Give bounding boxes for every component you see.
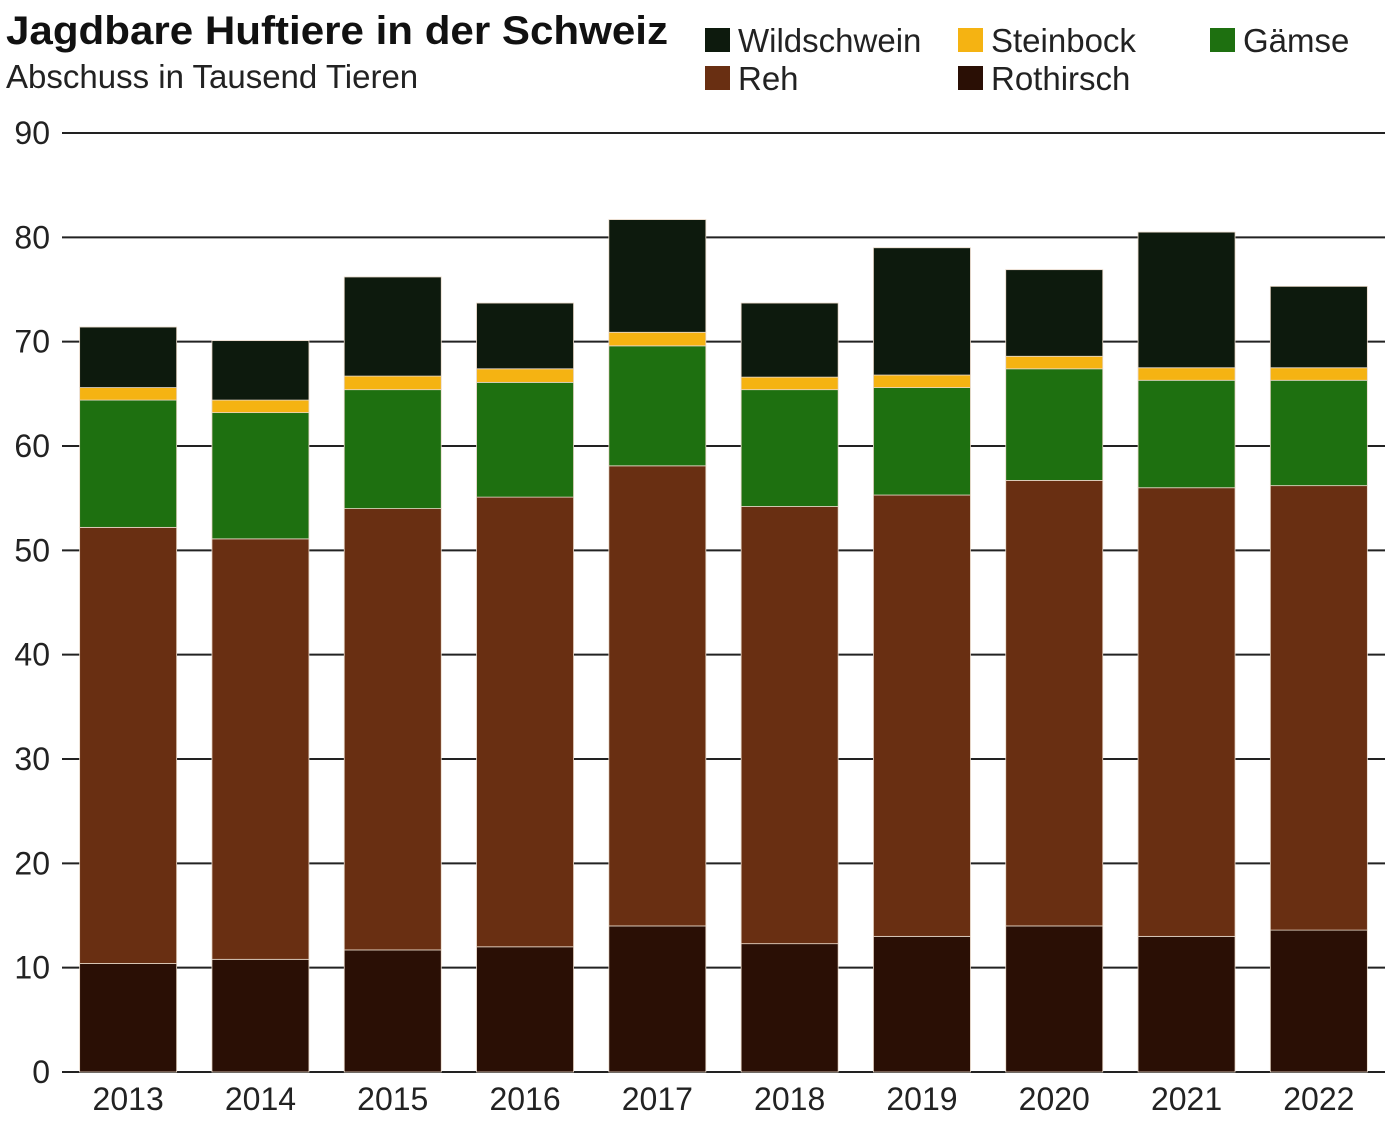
y-tick-label: 30 — [14, 741, 50, 777]
bars — [79, 219, 1368, 1073]
bar-segment-rothirsch — [211, 958, 310, 1073]
legend-label: Rothirsch — [991, 60, 1130, 97]
bar-segment-gämse — [476, 381, 574, 498]
bar-segment-wildschwein — [476, 302, 574, 370]
bar-segment-reh — [79, 526, 178, 964]
y-tick-label: 40 — [14, 637, 50, 673]
legend-swatch-wildschwein — [705, 28, 730, 52]
x-tick-label: 2020 — [1019, 1081, 1090, 1117]
bar-segment-reh — [476, 496, 574, 948]
bar-segment-rothirsch — [608, 925, 707, 1073]
bar-segment-rothirsch — [873, 935, 971, 1073]
legend-swatch-gämse — [1210, 28, 1235, 52]
bar-segment-rothirsch — [476, 946, 574, 1073]
bar-segment-rothirsch — [343, 949, 442, 1073]
bar-segment-rothirsch — [1269, 929, 1368, 1073]
bar-segment-steinbock — [608, 331, 707, 347]
legend-label: Gämse — [1243, 22, 1349, 59]
bar-segment-reh — [608, 465, 707, 927]
bar-segment-wildschwein — [740, 302, 839, 378]
y-tick-label: 70 — [14, 324, 50, 360]
bar-segment-gämse — [1005, 368, 1104, 481]
y-tick-label: 90 — [14, 115, 50, 151]
legend-label: Reh — [738, 60, 799, 97]
x-tick-label: 2017 — [622, 1081, 693, 1117]
bar-segment-reh — [1005, 480, 1104, 927]
x-tick-label: 2019 — [886, 1081, 957, 1117]
bar-segment-wildschwein — [1269, 285, 1368, 369]
bar-segment-gämse — [740, 389, 839, 507]
x-tick-label: 2015 — [357, 1081, 428, 1117]
bar-segment-wildschwein — [1005, 269, 1104, 357]
bar-segment-wildschwein — [1137, 231, 1236, 369]
y-tick-label: 0 — [32, 1054, 50, 1090]
bar-segment-reh — [211, 538, 310, 960]
chart-subtitle: Abschuss in Tausend Tieren — [6, 58, 418, 95]
y-tick-label: 60 — [14, 428, 50, 464]
legend-swatch-reh — [705, 66, 730, 90]
y-axis-ticks: 0 10 20 30 40 50 60 70 80 90 — [14, 115, 50, 1090]
bar-segment-gämse — [608, 345, 707, 467]
bar-segment-reh — [1269, 485, 1368, 931]
bar-segment-steinbock — [1269, 367, 1368, 381]
bar-segment-gämse — [343, 389, 442, 510]
legend-label: Wildschwein — [738, 22, 921, 59]
bar-segment-reh — [1137, 487, 1236, 937]
legend-swatch-steinbock — [958, 28, 983, 52]
bar-segment-steinbock — [873, 374, 971, 388]
x-tick-label: 2021 — [1151, 1081, 1222, 1117]
bar-segment-steinbock — [1005, 355, 1104, 370]
bar-segment-reh — [343, 508, 442, 951]
bar-segment-steinbock — [1137, 367, 1236, 381]
y-tick-label: 50 — [14, 532, 50, 568]
bar-segment-rothirsch — [740, 943, 839, 1073]
bar-segment-reh — [873, 494, 971, 937]
legend-label: Steinbock — [991, 22, 1136, 59]
bar-segment-reh — [740, 506, 839, 945]
bar-segment-rothirsch — [1137, 935, 1236, 1073]
bar-segment-wildschwein — [79, 326, 178, 388]
x-tick-label: 2013 — [93, 1081, 164, 1117]
y-tick-label: 10 — [14, 950, 50, 986]
bar-segment-gämse — [211, 412, 310, 540]
bar-segment-gämse — [873, 387, 971, 496]
bar-segment-wildschwein — [608, 219, 707, 333]
bar-segment-steinbock — [343, 375, 442, 391]
x-tick-label: 2016 — [489, 1081, 560, 1117]
bar-segment-gämse — [79, 399, 178, 528]
bar-segment-steinbock — [211, 399, 310, 414]
bar-segment-gämse — [1137, 379, 1236, 489]
y-tick-label: 20 — [14, 845, 50, 881]
x-tick-label: 2022 — [1283, 1081, 1354, 1117]
legend-swatch-rothirsch — [958, 66, 983, 90]
chart-title: Jagdbare Huftiere in der Schweiz — [6, 9, 668, 53]
x-axis-ticks: 2013 2014 2015 2016 2017 2018 2019 2020 2021 2022 — [93, 1081, 1355, 1117]
bar-segment-steinbock — [476, 368, 574, 383]
legend: Rothirsch Reh Gämse Steinbock Wildschwein — [705, 22, 1349, 97]
bar-segment-rothirsch — [79, 963, 178, 1073]
bar-segment-wildschwein — [343, 276, 442, 377]
bar-segment-wildschwein — [211, 340, 310, 401]
bar-segment-steinbock — [740, 376, 839, 391]
bar-segment-gämse — [1269, 379, 1368, 487]
y-tick-label: 80 — [14, 219, 50, 255]
bar-segment-steinbock — [79, 387, 178, 401]
x-tick-label: 2014 — [225, 1081, 296, 1117]
x-tick-label: 2018 — [754, 1081, 825, 1117]
bar-segment-rothirsch — [1005, 925, 1104, 1073]
bar-segment-wildschwein — [873, 247, 971, 376]
